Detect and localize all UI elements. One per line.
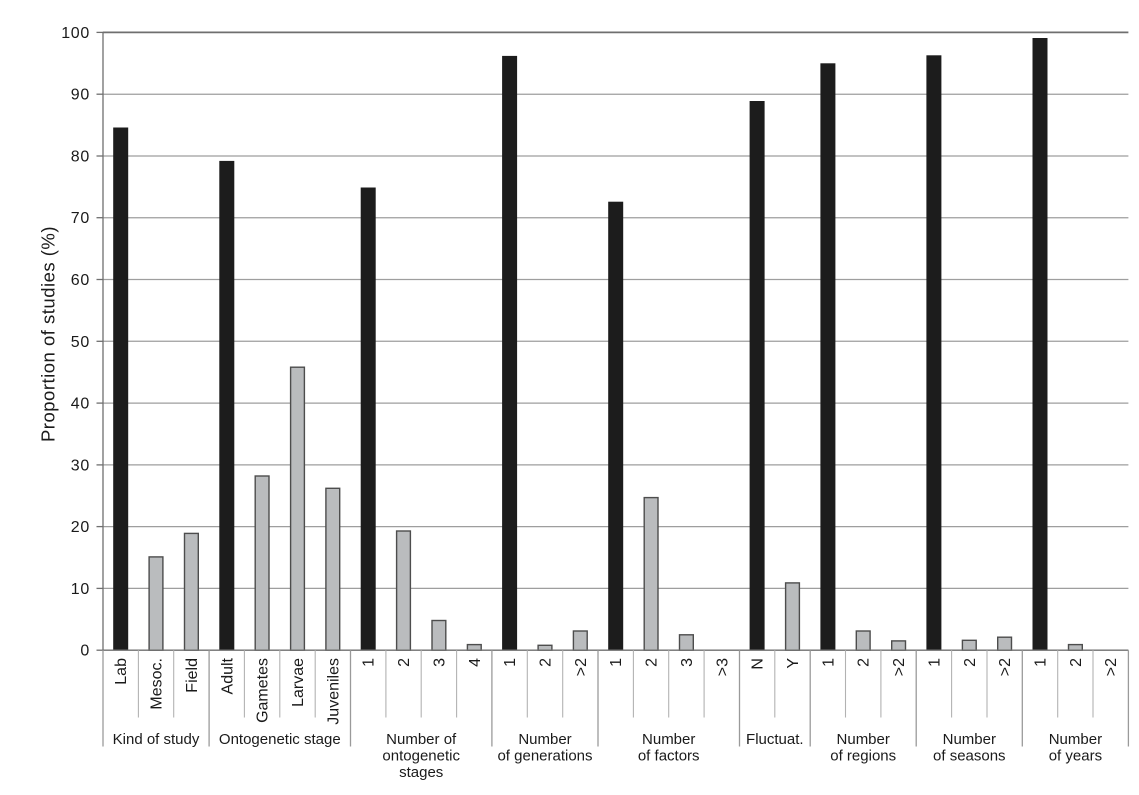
svg-text:>2: >2 <box>891 658 908 676</box>
svg-text:30: 30 <box>71 457 90 474</box>
svg-text:Number: Number <box>642 731 695 748</box>
svg-text:80: 80 <box>71 149 90 166</box>
svg-text:100: 100 <box>61 25 90 42</box>
svg-text:Fluctuat.: Fluctuat. <box>746 731 804 748</box>
svg-text:of regions: of regions <box>830 748 896 765</box>
svg-text:N: N <box>750 658 767 670</box>
svg-text:60: 60 <box>71 272 90 289</box>
svg-text:of factors: of factors <box>638 748 700 765</box>
svg-text:1: 1 <box>926 658 943 667</box>
svg-text:1: 1 <box>361 658 378 667</box>
svg-text:2: 2 <box>396 658 413 667</box>
svg-text:Lab: Lab <box>113 658 130 685</box>
svg-text:of seasons: of seasons <box>933 748 1006 765</box>
svg-text:Mesoc.: Mesoc. <box>149 658 166 710</box>
svg-text:Number: Number <box>837 731 890 748</box>
svg-text:1: 1 <box>820 658 837 667</box>
svg-text:3: 3 <box>431 658 448 667</box>
svg-text:of generations: of generations <box>497 748 592 765</box>
svg-text:Number: Number <box>1049 731 1102 748</box>
svg-text:>2: >2 <box>997 658 1014 676</box>
svg-text:Number: Number <box>943 731 996 748</box>
svg-text:Field: Field <box>184 658 201 693</box>
svg-text:Adult: Adult <box>219 657 236 694</box>
svg-text:10: 10 <box>71 581 90 598</box>
svg-text:Juveniles: Juveniles <box>325 658 342 725</box>
svg-text:1: 1 <box>502 658 519 667</box>
svg-text:0: 0 <box>80 643 90 660</box>
svg-text:1: 1 <box>1033 658 1050 667</box>
svg-text:70: 70 <box>71 210 90 227</box>
svg-text:>2: >2 <box>1103 658 1120 676</box>
svg-text:4: 4 <box>467 658 484 667</box>
svg-text:3: 3 <box>679 658 696 667</box>
svg-text:2: 2 <box>538 658 555 667</box>
svg-text:>2: >2 <box>573 658 590 676</box>
svg-text:stages: stages <box>399 764 443 781</box>
svg-text:90: 90 <box>71 87 90 104</box>
svg-text:Proportion of studies (%): Proportion of studies (%) <box>38 226 59 442</box>
svg-text:Larvae: Larvae <box>290 658 307 707</box>
svg-text:2: 2 <box>856 658 873 667</box>
svg-text:Number: Number <box>518 731 571 748</box>
svg-text:1: 1 <box>608 658 625 667</box>
svg-text:2: 2 <box>962 658 979 667</box>
svg-text:2: 2 <box>644 658 661 667</box>
svg-text:>3: >3 <box>714 658 731 676</box>
svg-text:Gametes: Gametes <box>255 658 272 723</box>
svg-text:Number of: Number of <box>386 731 457 748</box>
svg-text:20: 20 <box>71 519 90 536</box>
svg-text:2: 2 <box>1068 658 1085 667</box>
svg-text:50: 50 <box>71 334 90 351</box>
svg-text:of years: of years <box>1049 748 1102 765</box>
svg-text:40: 40 <box>71 396 90 413</box>
svg-text:Kind of study: Kind of study <box>113 731 200 748</box>
svg-text:ontogenetic: ontogenetic <box>382 748 460 765</box>
svg-text:Ontogenetic stage: Ontogenetic stage <box>219 731 341 748</box>
svg-text:Y: Y <box>785 658 802 669</box>
